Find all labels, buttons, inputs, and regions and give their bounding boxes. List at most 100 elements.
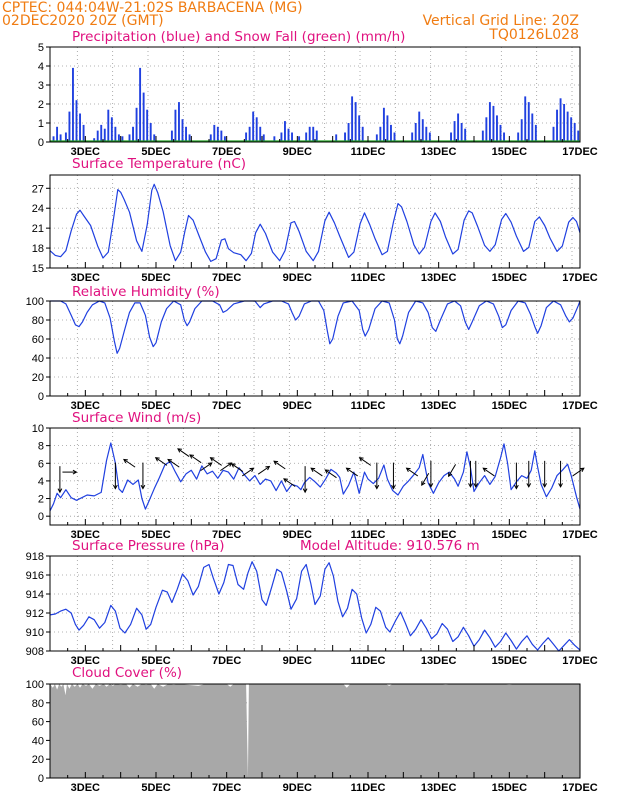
header: CPTEC: 044:04W-21:02S BARBACENA (MG) 02D… <box>2 0 579 43</box>
wind-y-tick-label: 10 <box>32 423 44 435</box>
precip-bar <box>114 126 117 142</box>
precip-bar <box>428 132 431 142</box>
precip-bar <box>573 123 576 142</box>
precip-bar <box>351 96 354 142</box>
press-y-axis: 908 910 912 914 916 918 <box>26 551 50 658</box>
wind-y-tick-label: 2 <box>38 494 44 506</box>
precip-y-tick-label: 5 <box>38 42 44 54</box>
wind-y-tick-label: 8 <box>38 441 44 453</box>
press-y-tick-label: 908 <box>26 646 44 658</box>
rh-y-tick-label: 0 <box>38 391 44 403</box>
cloud-x-tick-label: 3DEC <box>71 782 100 794</box>
cloud-y-tick-label: 0 <box>38 773 44 785</box>
precip-bar <box>577 130 580 142</box>
precip-y-tick-label: 1 <box>38 118 44 130</box>
precip-bar <box>287 128 290 142</box>
precip-y-tick-label: 0 <box>38 137 44 149</box>
wind-arrow <box>154 457 168 466</box>
temp-x-tick-label: 9DEC <box>283 272 312 284</box>
wind-plot-area <box>50 428 580 525</box>
precip-bar <box>453 121 456 142</box>
grid-note: Vertical Grid Line: 20Z <box>423 13 579 29</box>
precip-bar <box>425 126 428 142</box>
wind-arrow <box>273 460 286 470</box>
cloud-x-tick-label: 7DEC <box>212 782 241 794</box>
wind-arrow <box>302 466 308 494</box>
wind-arrow <box>391 462 396 490</box>
temp-x-tick-label: 7DEC <box>212 272 241 284</box>
wind-arrow <box>220 462 233 472</box>
precip-x-tick-label: 15DEC <box>492 146 528 158</box>
press-title: Surface Pressure (hPa) <box>72 538 225 554</box>
precip-bar <box>248 126 251 142</box>
panel-wind: Surface Wind (m/s) 0 2 4 6 8 10 3DEC 5DEC 7DEC 9DE… <box>32 410 598 541</box>
wind-x-tick-label: 3DEC <box>71 529 100 541</box>
precip-bar <box>245 132 248 142</box>
press-x-tick-label: 3DEC <box>71 655 100 667</box>
press-y-tick-label: 912 <box>26 608 44 620</box>
precip-bar <box>298 136 301 142</box>
press-line <box>49 561 581 652</box>
precip-bar <box>570 117 573 142</box>
temp-x-tick-label: 17DEC <box>562 272 598 284</box>
rh-x-tick-label: 13DEC <box>421 400 457 412</box>
precip-bar <box>132 126 134 142</box>
precip-bar <box>312 126 315 142</box>
wind-arrow <box>448 464 457 478</box>
precip-bar <box>496 115 498 142</box>
precip-bar <box>566 111 569 142</box>
precip-bar <box>390 124 392 142</box>
precip-bar <box>284 121 286 142</box>
precip-bar <box>488 102 491 142</box>
wind-arrow <box>241 467 255 477</box>
precip-bar <box>527 102 530 142</box>
press-x-tick-label: 11DEC <box>351 655 386 667</box>
wind-arrow <box>526 460 532 488</box>
wind-y-tick-label: 4 <box>38 476 44 488</box>
temp-x-tick-label: 3DEC <box>71 272 100 284</box>
precip-bar <box>375 134 378 142</box>
wind-arrow <box>421 472 430 486</box>
precip-bar <box>128 134 131 142</box>
precip-bar <box>56 126 59 142</box>
precip-y-axis: 0 1 2 3 4 5 <box>38 42 50 149</box>
precip-bar <box>335 134 338 142</box>
wind-arrow <box>230 463 244 472</box>
press-y-tick-label: 918 <box>26 551 44 563</box>
wind-x-tick-label: 17DEC <box>562 529 598 541</box>
rh-grid <box>50 301 580 396</box>
precip-bar <box>142 92 145 142</box>
wind-arrow <box>177 448 190 457</box>
precip-bar <box>68 111 71 142</box>
temp-y-tick-label: 18 <box>32 243 44 255</box>
precip-bar <box>64 132 67 142</box>
precip-bar <box>344 132 346 142</box>
model-label: TQ0126L028 <box>488 27 579 43</box>
wind-arrow <box>123 458 136 468</box>
precip-bar <box>559 98 562 142</box>
wind-x-tick-label: 11DEC <box>351 529 386 541</box>
precip-bar <box>382 107 385 142</box>
temp-y-axis: 15 18 21 24 27 <box>32 183 50 275</box>
wind-arrow <box>167 458 180 468</box>
cloud-x-tick-label: 5DEC <box>141 782 170 794</box>
precip-x-axis: 3DEC 5DEC 7DEC 9DEC 11DEC 13DEC 15DEC 17DEC <box>49 136 598 158</box>
press-x-tick-label: 15DEC <box>492 655 528 667</box>
precip-bar <box>411 132 414 142</box>
precip-bar <box>59 134 62 142</box>
precip-plot-area <box>50 47 580 142</box>
wind-arrow <box>374 462 380 490</box>
press-x-tick-label: 5DEC <box>141 655 170 667</box>
wind-x-tick-label: 15DEC <box>492 529 528 541</box>
precip-bar <box>188 134 191 142</box>
wind-arrow <box>140 462 146 490</box>
precip-bar <box>174 109 177 142</box>
precip-bar <box>103 128 106 142</box>
precip-bar <box>252 111 255 142</box>
precip-bar <box>121 136 124 142</box>
wind-arrow <box>324 469 337 479</box>
wind-arrow <box>542 460 548 488</box>
rh-x-tick-label: 5DEC <box>141 400 170 412</box>
precip-bar <box>524 96 527 142</box>
precip-bar <box>503 132 505 142</box>
